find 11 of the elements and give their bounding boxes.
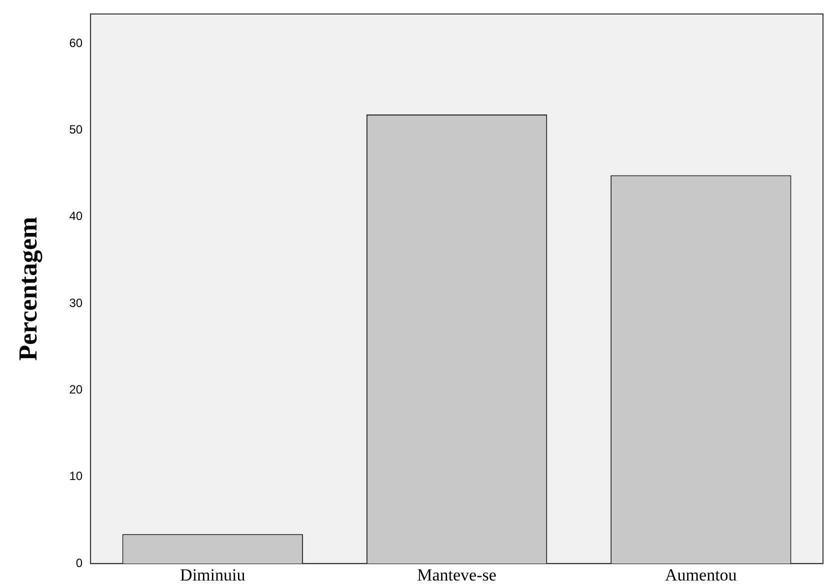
y-axis-title: Percentagem	[13, 216, 42, 361]
y-tick-label: 20	[69, 382, 83, 397]
x-tick-label: Manteve-se	[417, 565, 496, 584]
x-tick-label: Aumentou	[665, 565, 738, 584]
y-tick-label: 10	[69, 469, 83, 484]
y-tick-label: 50	[69, 122, 83, 136]
y-tick-label: 60	[69, 36, 83, 50]
y-tick-label: 30	[69, 296, 83, 310]
x-tick-label: Diminuiu	[180, 565, 246, 584]
y-tick-label: 0	[76, 556, 83, 570]
y-tick-label: 40	[69, 209, 83, 224]
